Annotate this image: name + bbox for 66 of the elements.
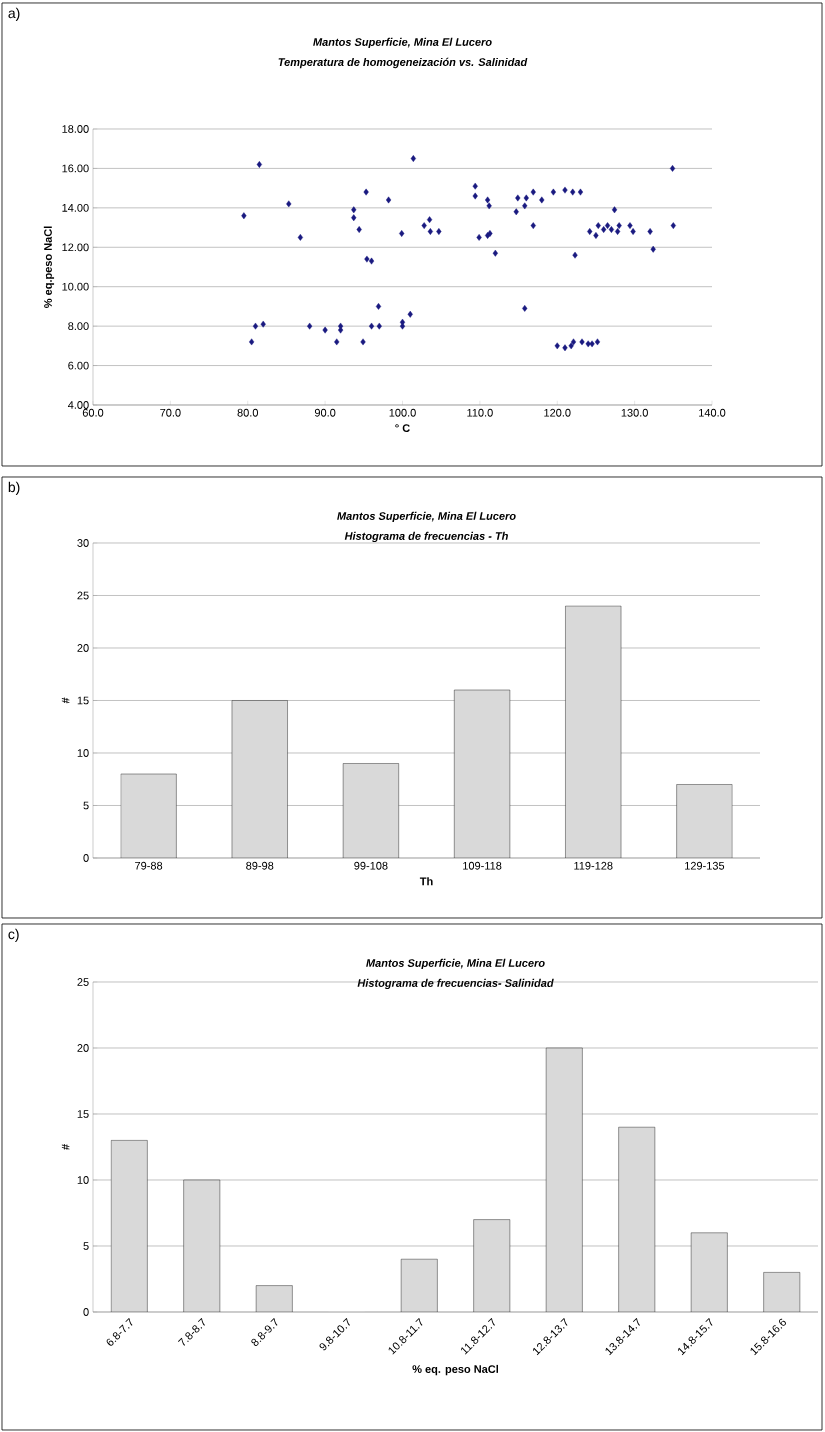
bar — [690, 1232, 728, 1312]
y-tick-label: 15 — [77, 1110, 89, 1118]
text: c) — [8, 928, 19, 942]
bar — [618, 1127, 656, 1312]
bar — [255, 1285, 293, 1312]
y-tick-label: 18.00 — [62, 125, 89, 133]
y-axis-title: # — [61, 1144, 70, 1150]
x-tick-label: 89-98 — [246, 861, 274, 870]
x-tick-label: 130.0 — [621, 408, 648, 417]
y-tick-label: 0 — [83, 854, 89, 862]
bar — [545, 1047, 583, 1312]
y-tick-label: 25 — [77, 591, 89, 600]
x-tick-label: 109-118 — [463, 861, 502, 870]
x-tick-label: 99-108 — [354, 861, 388, 870]
y-tick-label: 20 — [77, 1044, 89, 1052]
x-tick-label: 80.0 — [237, 408, 259, 417]
x-tick-label: 110.0 — [467, 408, 493, 417]
chart-subtitle: Histograma de frecuencias- Salinidad — [357, 978, 554, 990]
x-tick-label: 120.0 — [544, 408, 571, 417]
y-tick-label: 25 — [77, 978, 89, 986]
x-tick-label: 90.0 — [314, 408, 336, 417]
chart-subtitle: Histograma de frecuencias - Th — [344, 531, 508, 543]
bar — [400, 1259, 438, 1312]
bar — [565, 605, 622, 858]
y-tick-label: 10.00 — [62, 282, 89, 291]
y-tick-label: 14.00 — [62, 203, 89, 212]
x-tick-label: 100.0 — [389, 408, 416, 417]
bar — [120, 773, 177, 858]
y-tick-label: 10 — [77, 1176, 89, 1184]
y-tick-label: 30 — [77, 539, 89, 547]
bar — [763, 1272, 801, 1312]
y-tick-label: 0 — [83, 1308, 89, 1316]
x-tick-label: 70.0 — [160, 408, 181, 417]
bar — [676, 784, 733, 858]
y-axis-title: # — [61, 697, 70, 704]
y-tick-label: 6.00 — [68, 361, 89, 370]
y-tick-label: 15 — [77, 696, 89, 705]
text: a) — [8, 7, 20, 21]
bar — [110, 1140, 148, 1312]
x-axis-title: Th — [419, 877, 433, 886]
chart-subtitle: Temperatura de homogeneización vs. Salinidad — [278, 57, 528, 69]
x-tick-label: 129-135 — [685, 861, 725, 870]
y-axis-title: % eq.peso NaCl — [43, 226, 55, 308]
y-tick-label: 8.00 — [68, 322, 89, 331]
bar — [231, 700, 288, 858]
y-tick-label: 5 — [83, 801, 89, 810]
bar — [183, 1179, 221, 1312]
y-tick-label: 12.00 — [62, 243, 89, 252]
text: b) — [8, 481, 20, 495]
bar — [342, 763, 399, 858]
y-tick-label: 5 — [83, 1242, 89, 1250]
bar — [473, 1219, 511, 1312]
y-tick-label: 10 — [77, 749, 89, 757]
x-axis-title: % eq. peso NaCl — [412, 1364, 499, 1376]
y-tick-label: 16.00 — [62, 164, 89, 173]
bar — [454, 689, 511, 858]
x-axis-title: ° C — [395, 424, 410, 432]
x-tick-label: 79-88 — [135, 861, 163, 870]
x-tick-label: 119-128 — [574, 861, 613, 870]
x-tick-label: 140.0 — [699, 408, 726, 417]
y-tick-label: 4.00 — [67, 401, 89, 409]
chart-title: Mantos Superficie, Mina El Lucero — [313, 37, 492, 49]
y-tick-label: 20 — [77, 644, 89, 652]
chart-title: Mantos Superficie, Mina El Lucero — [366, 958, 545, 970]
chart-title: Mantos Superficie, Mina El Lucero — [337, 511, 516, 523]
x-tick-label: 60.0 — [82, 408, 104, 417]
